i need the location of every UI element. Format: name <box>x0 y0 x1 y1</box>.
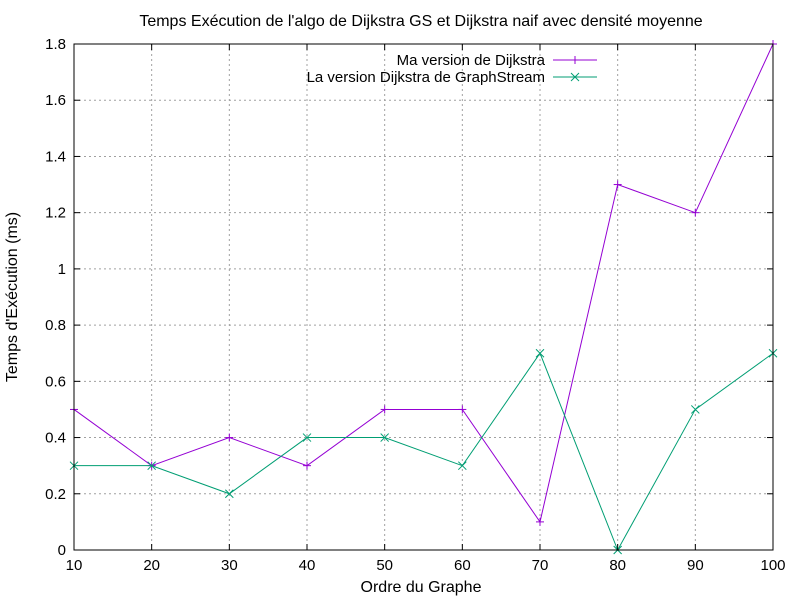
data-point-series-2 <box>380 433 390 442</box>
data-point-series-2 <box>690 405 700 414</box>
x-tick-label: 50 <box>376 557 393 574</box>
data-point-series-1 <box>225 433 234 442</box>
chart-title: Temps Exécution de l'algo de Dijkstra GS… <box>139 13 702 30</box>
y-tick-label: 1.6 <box>45 92 66 109</box>
data-point-series-1 <box>613 180 622 189</box>
marker-stroke <box>302 433 312 442</box>
data-point-series-2 <box>302 433 312 442</box>
legend-label: La version Dijkstra de GraphStream <box>307 69 545 86</box>
y-tick-label: 0 <box>58 542 66 559</box>
y-axis-label: Temps d'Exécution (ms) <box>4 212 21 382</box>
x-tick-label: 80 <box>609 557 626 574</box>
data-point-series-1 <box>303 461 311 470</box>
y-tick-label: 1.2 <box>45 205 66 222</box>
y-tick-label: 0.2 <box>45 486 66 503</box>
x-axis-label: Ordre du Graphe <box>361 579 482 596</box>
axis-ticks: 10 20 30 40 50 60 70 80 90 100 0 0.2 0.4 0.6 0.8 1 1.2 1.… <box>45 36 785 574</box>
series-layer <box>69 40 778 555</box>
data-point-series-2 <box>224 489 234 499</box>
marker-stroke <box>457 461 467 471</box>
y-tick-label: 0.6 <box>45 373 66 390</box>
marker-stroke <box>690 405 700 414</box>
plot-frame <box>73 43 774 551</box>
x-tick-label: 70 <box>532 557 549 574</box>
data-point-series-1 <box>691 208 700 217</box>
x-tick-label: 40 <box>299 557 316 574</box>
marker-stroke <box>570 72 580 82</box>
marker-stroke <box>224 489 234 499</box>
marker-stroke <box>380 433 390 442</box>
data-point-series-2 <box>535 348 545 358</box>
x-tick-label: 10 <box>66 557 83 574</box>
data-point-series-2 <box>147 461 157 471</box>
data-point-series-1 <box>458 405 467 414</box>
y-tick-label: 1 <box>58 261 66 278</box>
series-line-2 <box>74 352 774 552</box>
legend-marker-1 <box>571 56 579 64</box>
grid <box>74 44 773 550</box>
y-tick-label: 0.4 <box>45 430 66 447</box>
x-tick-label: 100 <box>760 557 785 574</box>
x-tick-label: 60 <box>454 557 471 574</box>
legend-label: Ma version de Dijkstra <box>397 52 546 69</box>
x-tick-label: 20 <box>143 557 160 574</box>
legend-marker-2 <box>570 72 580 82</box>
y-tick-label: 1.8 <box>45 36 66 53</box>
data-point-series-1 <box>536 517 544 526</box>
y-tick-label: 1.4 <box>45 148 66 165</box>
series-line-1 <box>73 43 774 524</box>
data-point-series-2 <box>457 461 467 471</box>
y-tick-label: 0.8 <box>45 317 66 334</box>
x-tick-label: 90 <box>687 557 704 574</box>
marker-stroke <box>535 348 545 358</box>
marker-stroke <box>147 461 157 471</box>
data-point-series-1 <box>380 405 389 414</box>
x-tick-label: 30 <box>221 557 238 574</box>
